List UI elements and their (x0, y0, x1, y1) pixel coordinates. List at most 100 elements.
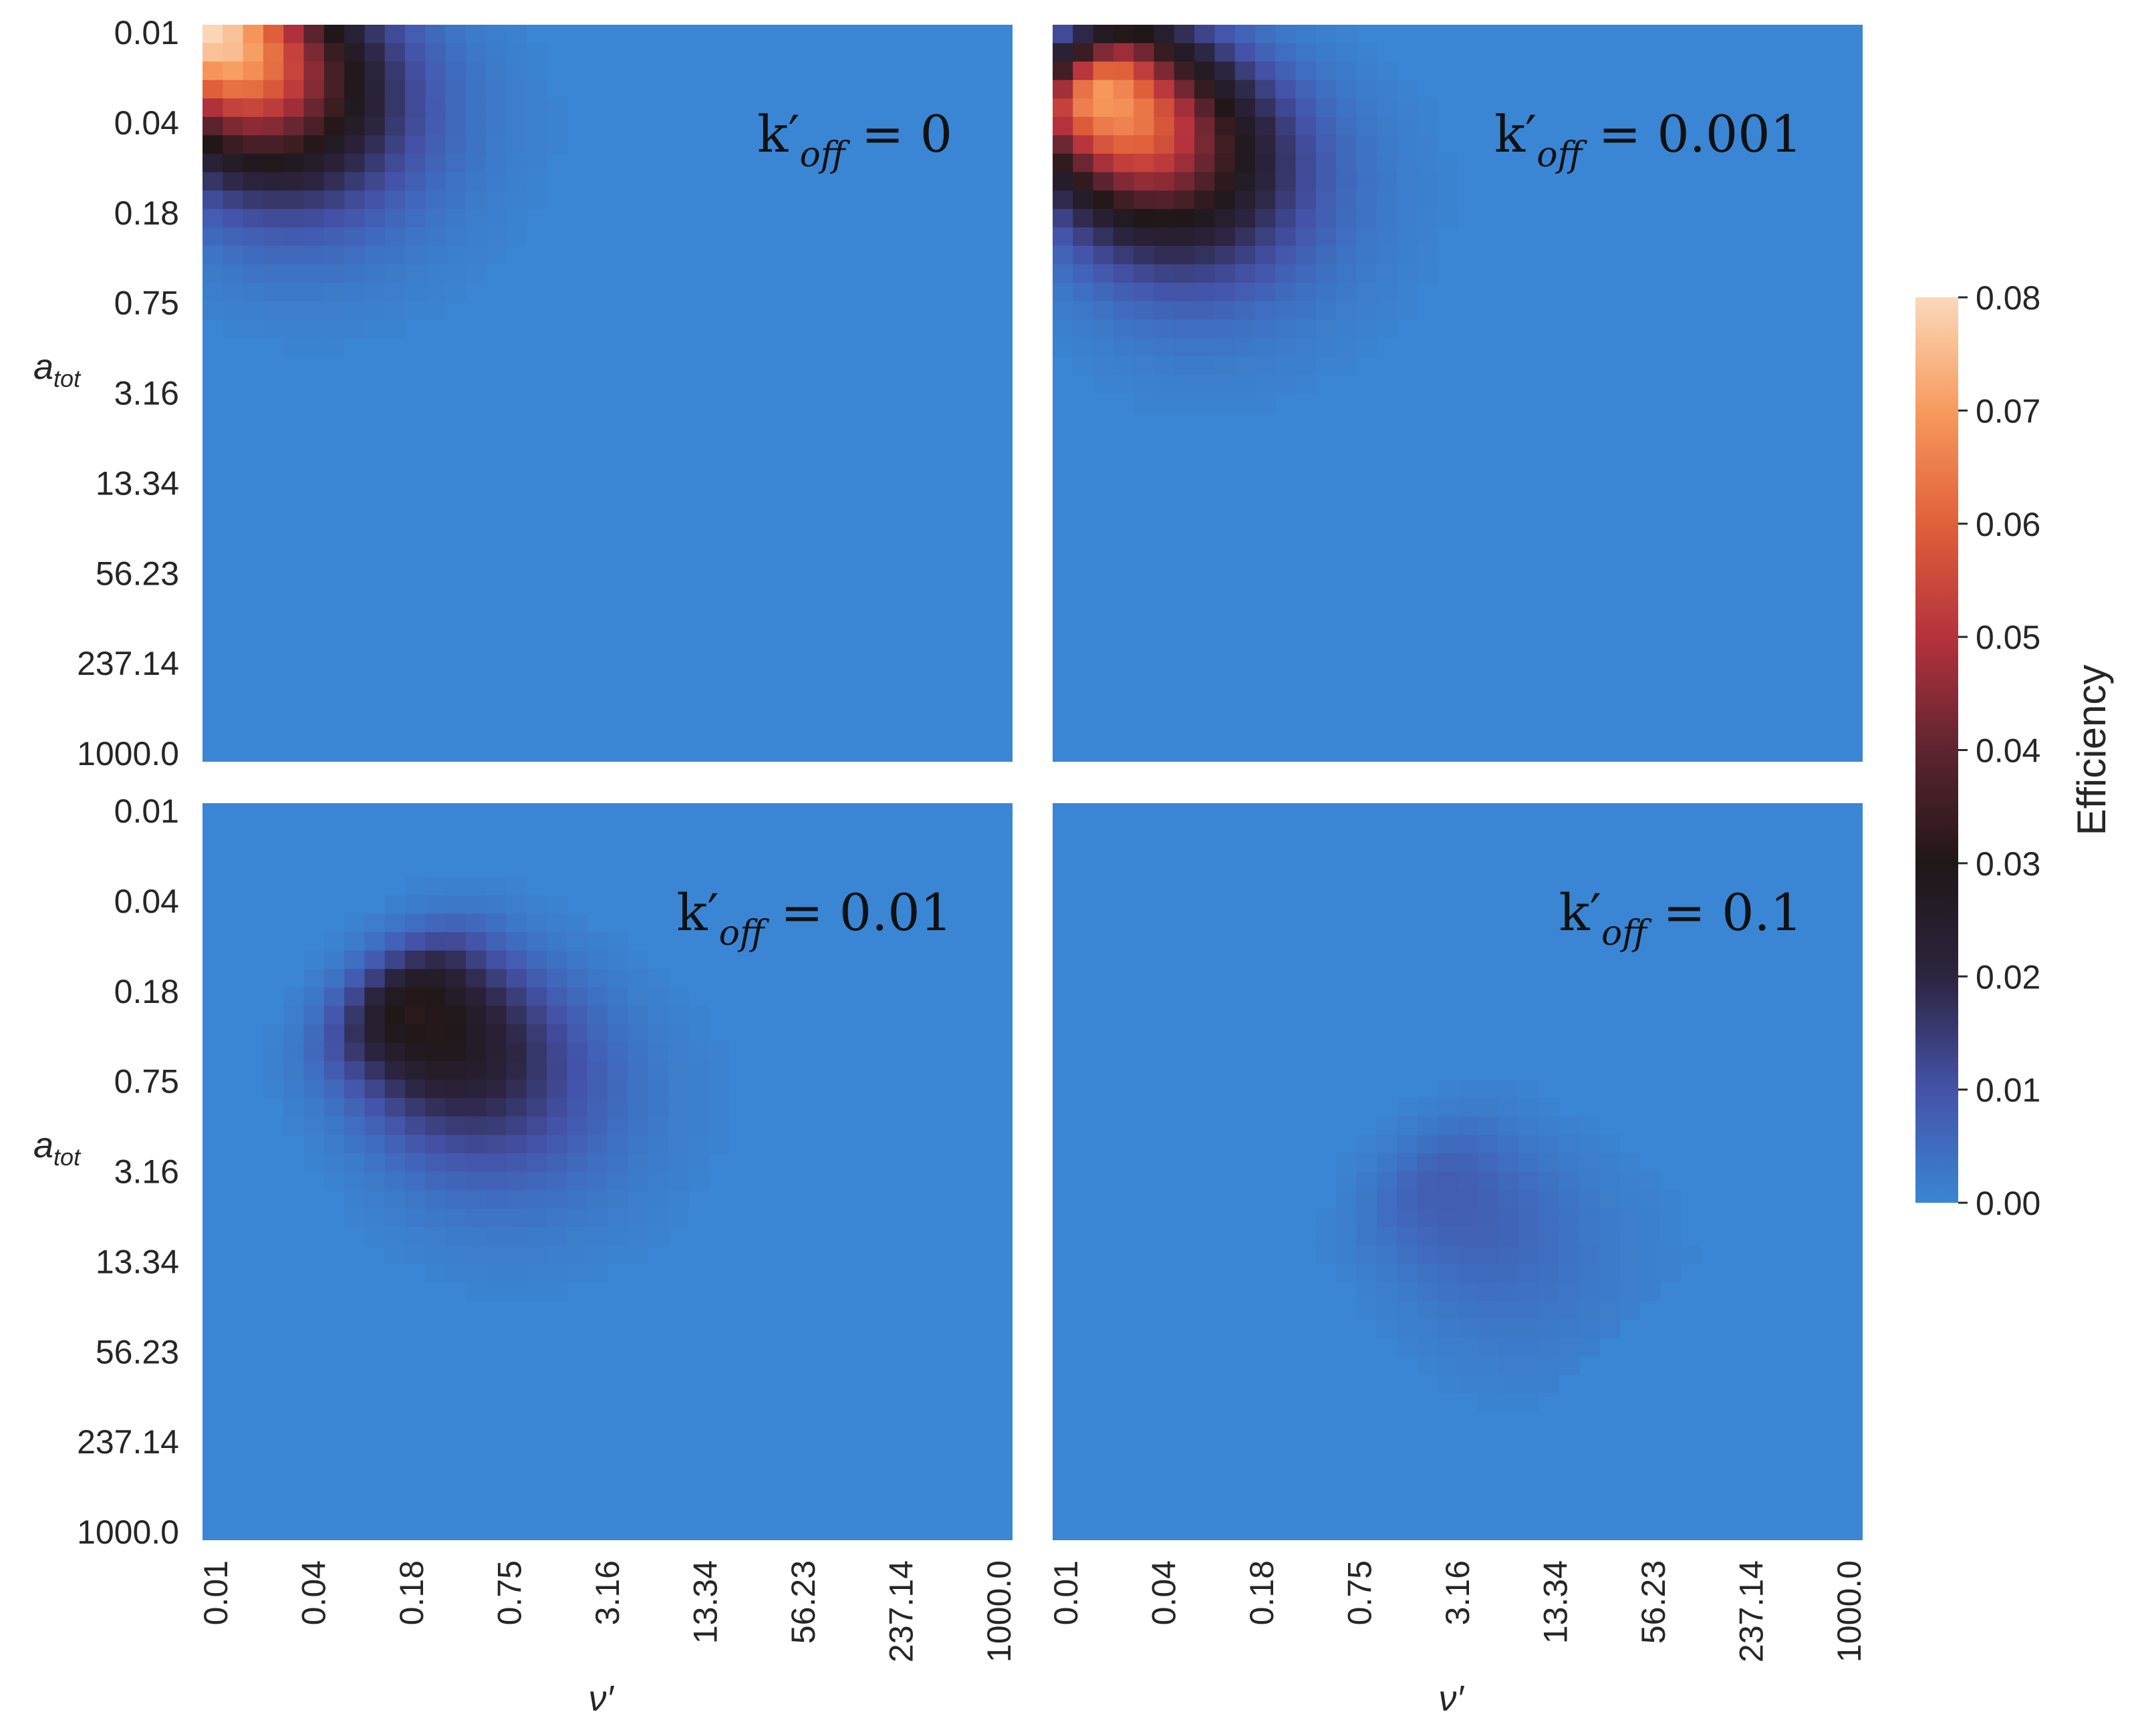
heatmap-cell (263, 319, 284, 339)
heatmap-cell (405, 1171, 426, 1191)
heatmap-cell (1133, 190, 1155, 210)
heatmap-cell (1458, 1135, 1478, 1154)
heatmap-cell (364, 1098, 386, 1117)
heatmap-cell (1255, 393, 1276, 412)
heatmap-cell (608, 1190, 628, 1209)
heatmap-cell (364, 98, 386, 118)
heatmap-cell (1397, 245, 1418, 265)
heatmap-cell (1498, 1245, 1519, 1264)
heatmap-cell (303, 43, 325, 62)
heatmap-cell (1437, 1319, 1458, 1338)
heatmap-cell (1255, 319, 1276, 339)
heatmap-cell (506, 135, 527, 154)
heatmap-cell (405, 950, 426, 970)
heatmap-cell (1397, 208, 1418, 228)
y-tick-label: 0.04 (114, 104, 179, 142)
heatmap-cell (1397, 1135, 1418, 1154)
heatmap-cell (1336, 135, 1357, 154)
heatmap-cell (1255, 25, 1276, 44)
heatmap-cell (1539, 1300, 1560, 1320)
heatmap-cell (547, 1208, 567, 1227)
heatmap-cell (1315, 172, 1337, 191)
heatmap-cell (1295, 208, 1317, 228)
heatmap-cell (628, 1208, 649, 1227)
heatmap-cell (526, 1153, 547, 1173)
heatmap-cell (628, 1227, 649, 1246)
heatmap-cell (547, 1190, 567, 1209)
heatmap-cell (1154, 172, 1175, 191)
heatmap-cell (384, 932, 406, 952)
heatmap-cell (506, 1024, 527, 1044)
heatmap-cell (547, 932, 567, 952)
panel-label-rest: = 0.01 (765, 883, 952, 942)
heatmap-cell (1174, 208, 1195, 228)
heatmap-cell (243, 227, 264, 247)
heatmap-cell (223, 25, 244, 44)
heatmap-cell (1356, 1153, 1377, 1173)
heatmap-cell (526, 80, 547, 99)
heatmap-cell (1498, 1393, 1519, 1412)
heatmap-cell (1234, 245, 1256, 265)
heatmap-cell (1295, 135, 1317, 154)
heatmap-cell (364, 283, 386, 302)
heatmap-cell (323, 43, 345, 62)
heatmap-cell (344, 1024, 365, 1044)
heatmap-cell (688, 1061, 710, 1080)
heatmap-cell (567, 1006, 588, 1025)
heatmap-cell (364, 987, 386, 1006)
heatmap-cell (506, 1171, 527, 1191)
heatmap-cell (1356, 319, 1377, 339)
heatmap-cell (263, 301, 284, 320)
heatmap-cell (1417, 1116, 1438, 1135)
heatmap-cell (465, 61, 487, 81)
heatmap-cell (1559, 1337, 1580, 1356)
heatmap-cell (608, 1116, 628, 1135)
y-axis-label-sub: tot (53, 365, 82, 392)
x-tick-label: 0.75 (491, 1560, 529, 1625)
heatmap-cell (1295, 227, 1317, 247)
heatmap-cell (1437, 1356, 1458, 1375)
heatmap-cell (506, 1245, 527, 1264)
heatmap-cell (1093, 374, 1114, 394)
heatmap-cell (506, 1190, 527, 1209)
heatmap-cell (1336, 98, 1357, 118)
heatmap-cell (1417, 1356, 1438, 1375)
heatmap-cell (1295, 301, 1317, 320)
heatmap-cell (1376, 283, 1397, 302)
heatmap-cell (547, 1171, 567, 1191)
heatmap-cell (263, 283, 284, 302)
heatmap-cell (1053, 301, 1073, 320)
heatmap-cell (223, 227, 244, 247)
heatmap-cell (1133, 154, 1155, 173)
heatmap-cell (1417, 245, 1438, 265)
heatmap-cell (384, 301, 406, 320)
heatmap-cell (243, 190, 264, 210)
heatmap-cell (1154, 393, 1175, 412)
heatmap-cell (547, 1245, 567, 1264)
heatmap-cell (384, 1006, 406, 1025)
heatmap-cell (608, 1061, 628, 1080)
heatmap-cell (1397, 80, 1418, 99)
heatmap-cell (243, 116, 264, 136)
heatmap-cell (688, 1116, 710, 1135)
heatmap-cell (405, 1208, 426, 1227)
heatmap-cell (425, 969, 446, 988)
heatmap-cell (486, 1153, 507, 1173)
heatmap-cell (506, 43, 527, 62)
heatmap-cell (1174, 98, 1195, 118)
heatmap-cell (506, 61, 527, 81)
heatmap-cell (668, 1171, 689, 1191)
heatmap-cell (1518, 1319, 1539, 1338)
colorbar-tick-label: 0.03 (1976, 845, 2040, 883)
heatmap-cell (263, 172, 284, 191)
heatmap-cell (1093, 43, 1114, 62)
heatmap-cell (465, 116, 487, 136)
heatmap-cell (1073, 208, 1094, 228)
heatmap-cell (1437, 154, 1458, 173)
heatmap-cell (465, 913, 487, 933)
heatmap-cell (283, 154, 305, 173)
heatmap-cell (384, 1171, 406, 1191)
heatmap-cell (405, 25, 426, 44)
heatmap-cell (1315, 301, 1337, 320)
heatmap-cell (303, 245, 325, 265)
